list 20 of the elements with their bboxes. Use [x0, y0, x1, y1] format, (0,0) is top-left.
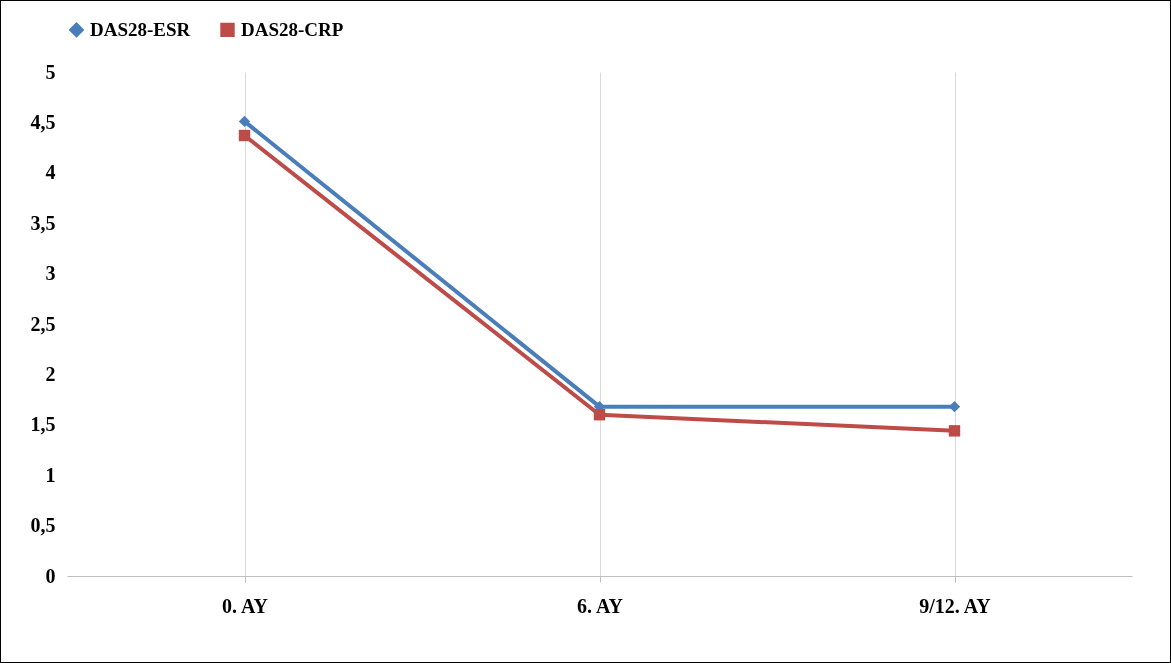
x-tick-label: 0. AY: [222, 594, 269, 617]
y-tick-label: 0: [45, 564, 56, 587]
legend-label: DAS28-ESR: [90, 18, 191, 40]
y-tick-label: 5: [45, 60, 56, 83]
y-tick-label: 2,5: [30, 312, 56, 335]
y-tick-label: 4,5: [30, 110, 56, 133]
y-tick-label: 4: [45, 161, 56, 184]
point: [238, 129, 251, 142]
point: [948, 425, 961, 437]
point: [593, 409, 606, 421]
x-tick-label: 9/12. AY: [919, 594, 992, 617]
point: [238, 115, 251, 128]
y-tick-label: 2: [45, 362, 56, 385]
y-tick-label: 1: [45, 463, 56, 486]
y-tick-label: 0,5: [30, 514, 56, 537]
y-tick-label: 3: [45, 262, 56, 285]
x-tick-label: 6. AY: [577, 594, 624, 617]
legend-label: DAS28-CRP: [241, 18, 344, 40]
y-tick-label: 3,5: [30, 211, 56, 234]
y-tick-label: 1,5: [30, 413, 56, 436]
